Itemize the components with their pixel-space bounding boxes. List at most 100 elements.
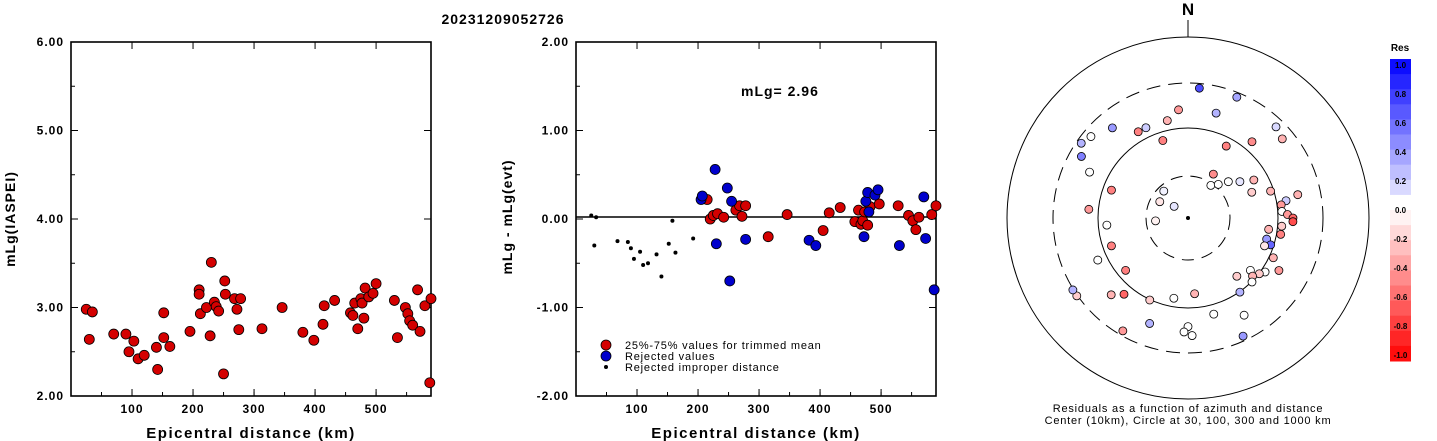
azimuth-point	[1141, 123, 1151, 133]
data-point	[276, 302, 288, 313]
color-scale-title: Res	[1391, 43, 1410, 54]
data-point-rejected	[810, 240, 822, 251]
data-point	[204, 330, 216, 342]
azimuth-point	[1235, 287, 1245, 297]
data-point	[718, 211, 730, 223]
data-point	[424, 377, 436, 389]
data-point-improper	[625, 240, 630, 245]
azimuth-point	[1084, 204, 1094, 214]
data-point	[358, 312, 370, 324]
azimuth-point	[1239, 310, 1249, 320]
azimuth-point	[1119, 289, 1129, 299]
azimuth-point	[1107, 123, 1117, 133]
azimuth-point	[1235, 177, 1245, 187]
data-point	[317, 318, 329, 330]
color-scale-label: 0.6	[1395, 119, 1407, 128]
data-point	[213, 305, 225, 317]
azimuth-point	[1106, 290, 1116, 300]
color-scale-cell	[1390, 210, 1411, 226]
y-tick-label: 4.00	[37, 212, 64, 226]
data-point-improper	[638, 249, 643, 254]
x-tick-label: 100	[626, 402, 649, 416]
x-tick-label: 300	[243, 402, 266, 416]
azimuth-points	[1068, 83, 1303, 341]
azimuth-point	[1209, 309, 1219, 319]
data-point-rejected	[726, 195, 737, 207]
azimuth-point	[1158, 136, 1168, 145]
data-point	[235, 293, 247, 305]
data-point	[736, 210, 748, 222]
x-tick-label: 200	[182, 402, 205, 416]
data-point-rejected	[863, 206, 875, 218]
legend: 25%-75% values for trimmed mean Rejected…	[600, 339, 821, 374]
data-point	[781, 209, 793, 220]
x-tick-label: 300	[748, 402, 771, 416]
azimuth-point	[1169, 293, 1179, 303]
x-tick-label: 400	[809, 402, 832, 416]
color-scale-cell	[1390, 300, 1411, 317]
data-point-rejected	[724, 275, 736, 287]
data-point	[356, 297, 368, 309]
color-scale-cell	[1390, 134, 1411, 151]
y-tick-label: 2.00	[37, 389, 64, 403]
data-point	[297, 326, 309, 338]
data-point	[233, 324, 245, 336]
data-point-rejected	[858, 231, 870, 243]
azimuth-point	[1276, 229, 1286, 239]
data-point-improper	[654, 252, 659, 257]
data-point	[108, 328, 120, 340]
data-point	[823, 207, 835, 219]
x-tick-label: 100	[121, 402, 144, 416]
azimuth-point	[1145, 295, 1155, 305]
data-point	[158, 332, 170, 343]
data-point	[151, 341, 162, 353]
x-tick-group-1: 100 200 300 400 500	[70, 42, 408, 416]
azimuth-point	[1232, 92, 1242, 102]
azimuth-point	[1223, 177, 1233, 187]
figure-title: 20231209052726	[441, 11, 564, 27]
data-point-improper	[646, 261, 650, 266]
data-point	[388, 295, 400, 306]
data-point-improper	[673, 250, 678, 255]
x-axis-label-2: Epicentral distance (km)	[651, 425, 860, 441]
x-axis-label-1: Epicentral distance (km)	[146, 425, 355, 441]
y-axis-label-2: mLg - mLg(evt)	[499, 159, 515, 274]
data-point	[256, 323, 268, 335]
data-point	[164, 341, 176, 352]
north-label: N	[1182, 0, 1194, 19]
azimuth-point	[1155, 197, 1165, 207]
data-point	[120, 328, 132, 340]
color-scale-cell	[1390, 330, 1411, 347]
azimuth-point	[1162, 116, 1172, 126]
data-point	[231, 303, 243, 315]
ring-1000km	[1006, 36, 1370, 400]
color-scale-cell	[1390, 149, 1411, 166]
y-axis-label-1: mLg(IASPEI)	[2, 171, 18, 267]
data-point	[83, 333, 95, 345]
azimuth-point	[1208, 169, 1218, 179]
data-point	[412, 284, 423, 296]
azimuth-point	[1221, 141, 1231, 151]
data-point	[407, 319, 419, 331]
mlg-annotation: mLg= 2.96	[741, 83, 819, 99]
data-point	[158, 307, 170, 319]
x-tick-label: 500	[365, 402, 388, 416]
azimuth-point	[1107, 241, 1116, 251]
color-scale-label: -0.6	[1394, 293, 1408, 302]
color-scale-cell	[1390, 179, 1411, 196]
data-point-rejected	[740, 233, 752, 245]
ring-30km	[1145, 175, 1231, 261]
data-point-improper	[615, 239, 620, 244]
legend-label-improper: Rejected improper distance	[625, 362, 780, 374]
data-point	[873, 198, 885, 210]
y-tick-label: 1.00	[542, 124, 569, 138]
azimuth-point	[1238, 331, 1248, 341]
x-tick-label: 500	[870, 402, 893, 416]
color-scale-cell	[1390, 164, 1411, 181]
azimuth-point	[1213, 179, 1223, 189]
x-tick-label: 400	[304, 402, 327, 416]
azimuth-point	[1264, 224, 1274, 234]
color-scale-cell	[1390, 270, 1411, 286]
data-point	[347, 310, 359, 321]
color-scale-cell	[1390, 345, 1411, 362]
